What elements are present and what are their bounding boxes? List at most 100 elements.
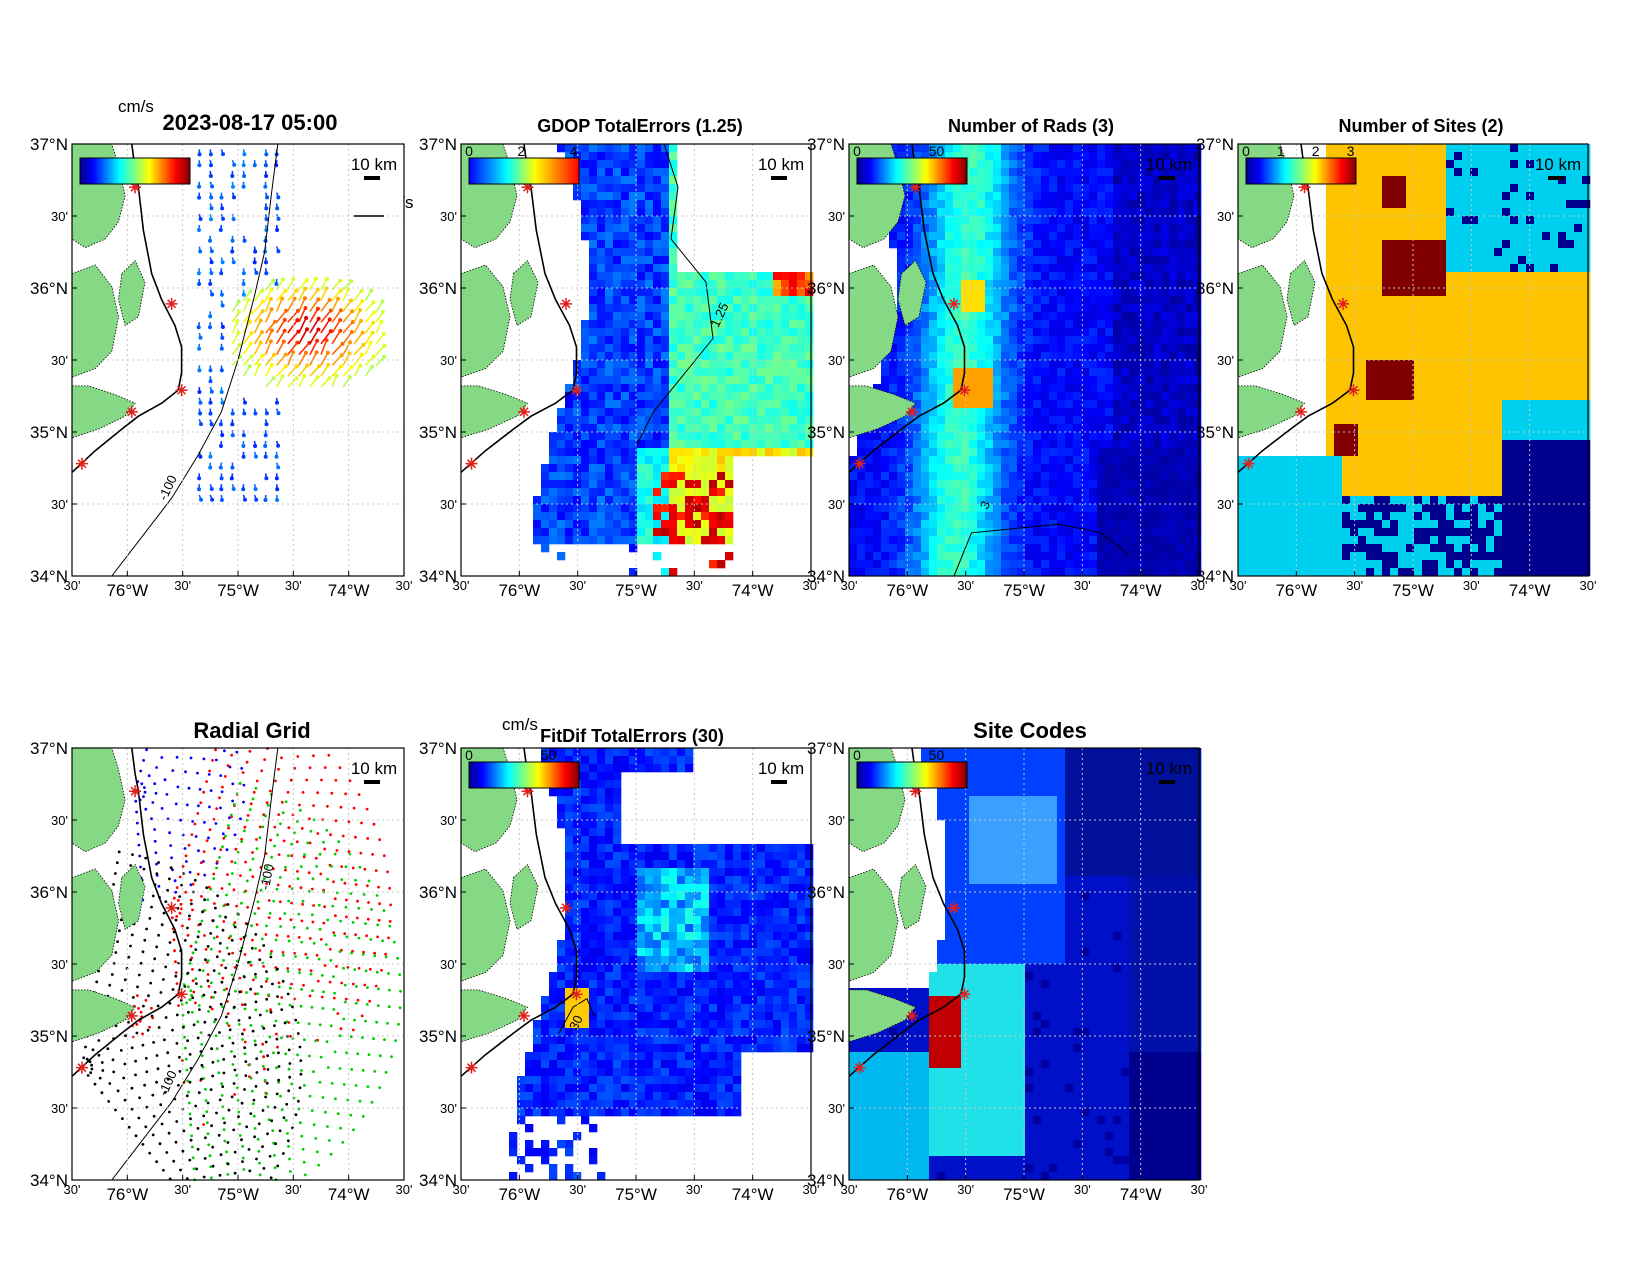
data-cell — [653, 144, 662, 153]
data-cell — [1414, 440, 1423, 449]
data-cell — [669, 432, 678, 441]
data-cell — [589, 336, 598, 345]
data-cell — [1406, 496, 1415, 505]
data-cell — [733, 368, 742, 377]
current-vector — [342, 288, 350, 301]
data-cell — [1049, 264, 1058, 273]
data-cell — [961, 296, 970, 305]
data-cell — [897, 488, 906, 497]
data-cell — [1033, 264, 1042, 273]
data-cell — [1382, 496, 1391, 505]
data-cell — [969, 152, 978, 161]
data-cell — [1025, 456, 1034, 465]
data-cell — [773, 416, 782, 425]
data-cell — [1422, 472, 1431, 481]
data-cell — [1422, 416, 1431, 425]
data-cell — [1382, 184, 1391, 193]
data-cell — [977, 560, 986, 569]
data-cell — [1017, 160, 1026, 169]
data-cell — [961, 536, 970, 545]
current-vector-head — [246, 298, 251, 303]
lon-tick-label: 30' — [686, 578, 703, 593]
data-cell — [1294, 488, 1303, 497]
data-cell — [1406, 456, 1415, 465]
data-cell — [1193, 336, 1202, 345]
data-cell — [1017, 232, 1026, 241]
data-cell — [913, 528, 922, 537]
data-cell — [921, 320, 930, 329]
data-cell — [1374, 304, 1383, 313]
data-cell — [581, 528, 590, 537]
data-cell — [977, 424, 986, 433]
data-cell — [1254, 504, 1263, 513]
data-cell — [1097, 440, 1106, 449]
data-cell — [1422, 192, 1431, 201]
data-cell — [733, 416, 742, 425]
data-cell — [1073, 304, 1082, 313]
data-cell — [1089, 256, 1098, 265]
data-cell — [993, 464, 1002, 473]
data-cell — [677, 312, 686, 321]
data-cell — [1121, 376, 1130, 385]
data-cell — [765, 352, 774, 361]
data-cell — [1041, 336, 1050, 345]
current-vector — [287, 342, 298, 356]
data-cell — [1113, 424, 1122, 433]
data-cell — [953, 240, 962, 249]
data-cell — [597, 320, 606, 329]
data-cell — [613, 280, 622, 289]
data-cell — [977, 472, 986, 481]
data-cell — [1121, 568, 1130, 577]
data-cell — [1398, 432, 1407, 441]
data-cell — [993, 504, 1002, 513]
data-cell — [661, 432, 670, 441]
data-cell — [709, 304, 718, 313]
radar-site-marker — [165, 297, 178, 310]
data-cell — [621, 264, 630, 273]
data-cell — [1382, 408, 1391, 417]
data-cell — [1033, 544, 1042, 553]
data-cell — [1017, 296, 1026, 305]
data-cell — [1129, 400, 1138, 409]
data-cell — [1041, 552, 1050, 561]
data-cell — [937, 224, 946, 233]
current-vector — [342, 321, 354, 334]
data-cell — [1326, 280, 1335, 289]
data-cell — [805, 304, 814, 313]
data-cell — [637, 472, 646, 481]
data-cell — [709, 560, 718, 569]
data-cell — [1129, 224, 1138, 233]
data-cell — [1105, 232, 1114, 241]
data-cell — [733, 288, 742, 297]
data-cell — [1342, 432, 1351, 441]
data-cell — [1286, 472, 1295, 481]
data-cell — [725, 472, 734, 481]
current-vector-head — [304, 350, 308, 355]
data-cell — [929, 184, 938, 193]
data-cell — [1177, 536, 1186, 545]
data-cell — [945, 336, 954, 345]
data-cell — [1001, 344, 1010, 353]
data-cell — [1382, 192, 1391, 201]
data-cell — [621, 152, 630, 161]
data-cell — [993, 544, 1002, 553]
current-vector — [276, 310, 287, 323]
current-vector-head — [304, 316, 309, 320]
data-cell — [1001, 496, 1010, 505]
data-cell — [1398, 264, 1407, 273]
data-cell — [597, 472, 606, 481]
data-cell — [1406, 208, 1415, 217]
data-cell — [1161, 184, 1170, 193]
data-cell — [1145, 408, 1154, 417]
data-cell — [605, 480, 614, 489]
data-cell — [797, 328, 806, 337]
data-cell — [1073, 552, 1082, 561]
data-cell — [1113, 328, 1122, 337]
data-cell — [685, 296, 694, 305]
data-cell — [1422, 304, 1431, 313]
data-cell — [929, 544, 938, 553]
current-vector-head — [336, 296, 340, 301]
current-vector-head — [232, 162, 237, 167]
data-cell — [1033, 552, 1042, 561]
data-cell — [1406, 464, 1415, 473]
